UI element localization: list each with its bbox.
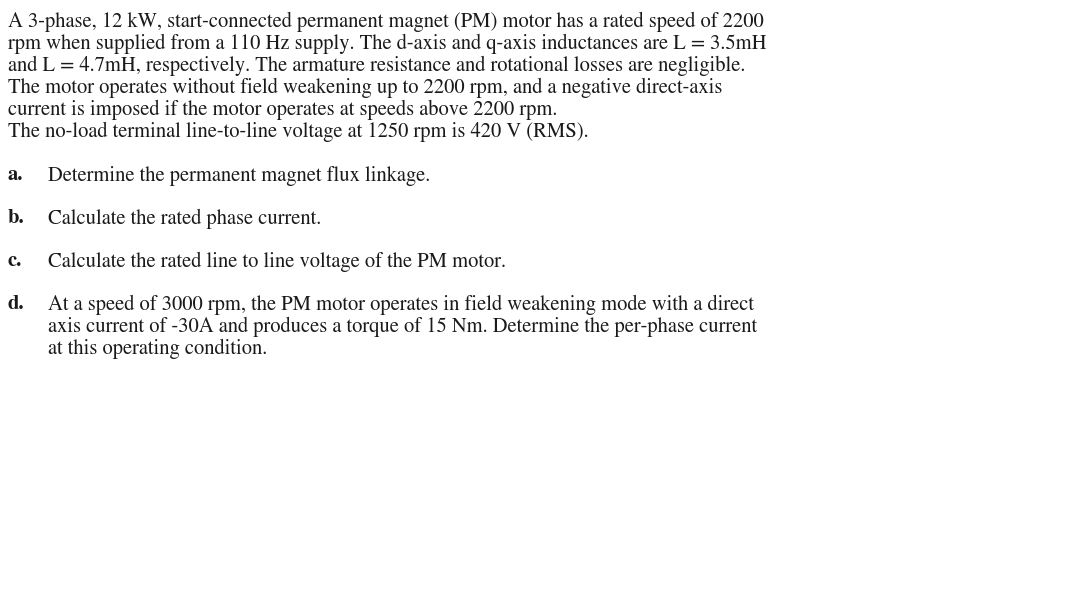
- Text: at this operating condition.: at this operating condition.: [48, 339, 267, 360]
- Text: Calculate the rated phase current.: Calculate the rated phase current.: [48, 209, 321, 229]
- Text: A 3-phase, 12 kW, start-connected permanent magnet (PM) motor has a rated speed : A 3-phase, 12 kW, start-connected perman…: [8, 12, 764, 32]
- Text: d.: d.: [8, 295, 25, 313]
- Text: The no-load terminal line-to-line voltage at 1250 rpm is 420 V (RMS).: The no-load terminal line-to-line voltag…: [8, 122, 589, 142]
- Text: b.: b.: [8, 209, 25, 227]
- Text: and Lₓ= 4.7mH, respectively. The armature resistance and rotational losses are n: and Lₓ= 4.7mH, respectively. The armatur…: [8, 56, 745, 76]
- Text: current is imposed if the motor operates at speeds above 2200 rpm.: current is imposed if the motor operates…: [8, 100, 557, 121]
- Text: rpm when supplied from a 110 Hz supply. The d-axis and q-axis inductances are Lₓ: rpm when supplied from a 110 Hz supply. …: [8, 34, 767, 54]
- Text: axis current of -30A and produces a torque of 15 Nm. Determine the per-phase cur: axis current of -30A and produces a torq…: [48, 317, 757, 338]
- Text: Determine the permanent magnet flux linkage.: Determine the permanent magnet flux link…: [48, 166, 430, 186]
- Text: Calculate the rated line to line voltage of the PM motor.: Calculate the rated line to line voltage…: [48, 252, 507, 272]
- Text: a.: a.: [8, 166, 24, 184]
- Text: The motor operates without field weakening up to 2200 rpm, and a negative direct: The motor operates without field weakeni…: [8, 78, 723, 98]
- Text: c.: c.: [8, 252, 23, 270]
- Text: At a speed of 3000 rpm, the PM motor operates in field weakening mode with a dir: At a speed of 3000 rpm, the PM motor ope…: [48, 295, 754, 315]
